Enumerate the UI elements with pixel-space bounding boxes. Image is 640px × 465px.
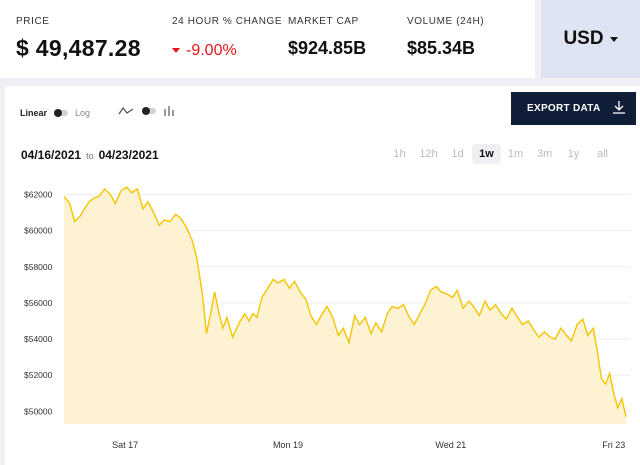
period-tabs: 1h 12h 1d 1w 1m 3m 1y all (385, 144, 617, 164)
period-12h[interactable]: 12h (419, 148, 438, 160)
currency-label: USD (563, 28, 604, 49)
range-to-label: to (86, 151, 94, 161)
chart-type-toggle-icon[interactable] (142, 107, 156, 115)
price-chart[interactable]: $62000 $60000 $58000 $56000 $54000 $52000 $500… (10, 172, 635, 462)
bar-icon-part (164, 109, 166, 116)
toggle-icon[interactable] (54, 109, 69, 117)
period-1h[interactable]: 1h (393, 148, 406, 160)
price-value: $ 49,487.28 (16, 35, 141, 61)
price-line (63, 186, 627, 417)
y-tick-label: $54000 (24, 334, 53, 344)
price-label: PRICE (16, 16, 50, 27)
caret-down-icon (609, 36, 618, 42)
line-chart-icon[interactable] (118, 106, 134, 116)
x-tick-label: Fri 23 (602, 440, 625, 450)
scale-toggle[interactable]: Linear Log (20, 108, 90, 118)
y-tick-label: $50000 (24, 406, 53, 416)
log-label[interactable]: Log (75, 108, 91, 118)
y-tick-label: $58000 (24, 262, 53, 272)
period-all[interactable]: all (596, 148, 608, 160)
market-cap-value: $924.85B (288, 38, 367, 58)
y-axis: $62000 $60000 $58000 $56000 $54000 $52000 $500… (24, 189, 53, 416)
market-cap-label: MARKET CAP (288, 16, 359, 27)
change-value: -9.00% (186, 42, 237, 59)
export-data-button[interactable]: EXPORT DATA (511, 92, 636, 125)
range-from[interactable]: 04/16/2021 (21, 148, 82, 162)
period-1w[interactable]: 1w (472, 144, 501, 164)
toggle-knob (54, 109, 63, 117)
volume-label: VOLUME (24H) (407, 16, 485, 27)
x-axis: Sat 17 Mon 19 Wed 21 Fri 23 (112, 440, 625, 450)
stats-bar: PRICE $ 49,487.28 24 HOUR % CHANGE -9.00… (0, 0, 535, 78)
chart-panel: Linear Log EXPORT DATA 04/16/2021 to 04/23… (5, 86, 640, 465)
period-3m[interactable]: 3m (536, 148, 553, 160)
y-tick-label: $56000 (24, 298, 53, 308)
period-1y[interactable]: 1y (567, 148, 580, 160)
currency-select[interactable]: USD (541, 0, 640, 78)
period-1m[interactable]: 1m (507, 148, 524, 160)
change-value-wrap: -9.00% (172, 42, 237, 60)
y-tick-label: $60000 (24, 226, 53, 236)
bar-icon-part (172, 110, 174, 116)
y-tick-label: $62000 (24, 189, 53, 199)
bar-icon-part (168, 106, 170, 116)
linear-label[interactable]: Linear (20, 108, 48, 118)
period-1d[interactable]: 1d (451, 148, 464, 160)
x-tick-label: Wed 21 (435, 440, 466, 450)
x-tick-label: Sat 17 (112, 440, 138, 450)
volume-value: $85.34B (407, 38, 476, 58)
download-icon (613, 101, 625, 114)
price-area (64, 187, 626, 424)
change-label: 24 HOUR % CHANGE (172, 16, 283, 27)
bar-chart-icon[interactable] (164, 106, 174, 116)
down-arrow-icon (172, 48, 180, 54)
y-tick-label: $52000 (24, 370, 53, 380)
x-tick-label: Mon 19 (273, 440, 303, 450)
export-label: EXPORT DATA (527, 103, 601, 114)
chart-type-toggle-knob (142, 107, 150, 115)
range-to[interactable]: 04/23/2021 (98, 148, 159, 162)
date-range: 04/16/2021 to 04/23/2021 (21, 148, 159, 162)
chart-type-switch (118, 106, 174, 116)
